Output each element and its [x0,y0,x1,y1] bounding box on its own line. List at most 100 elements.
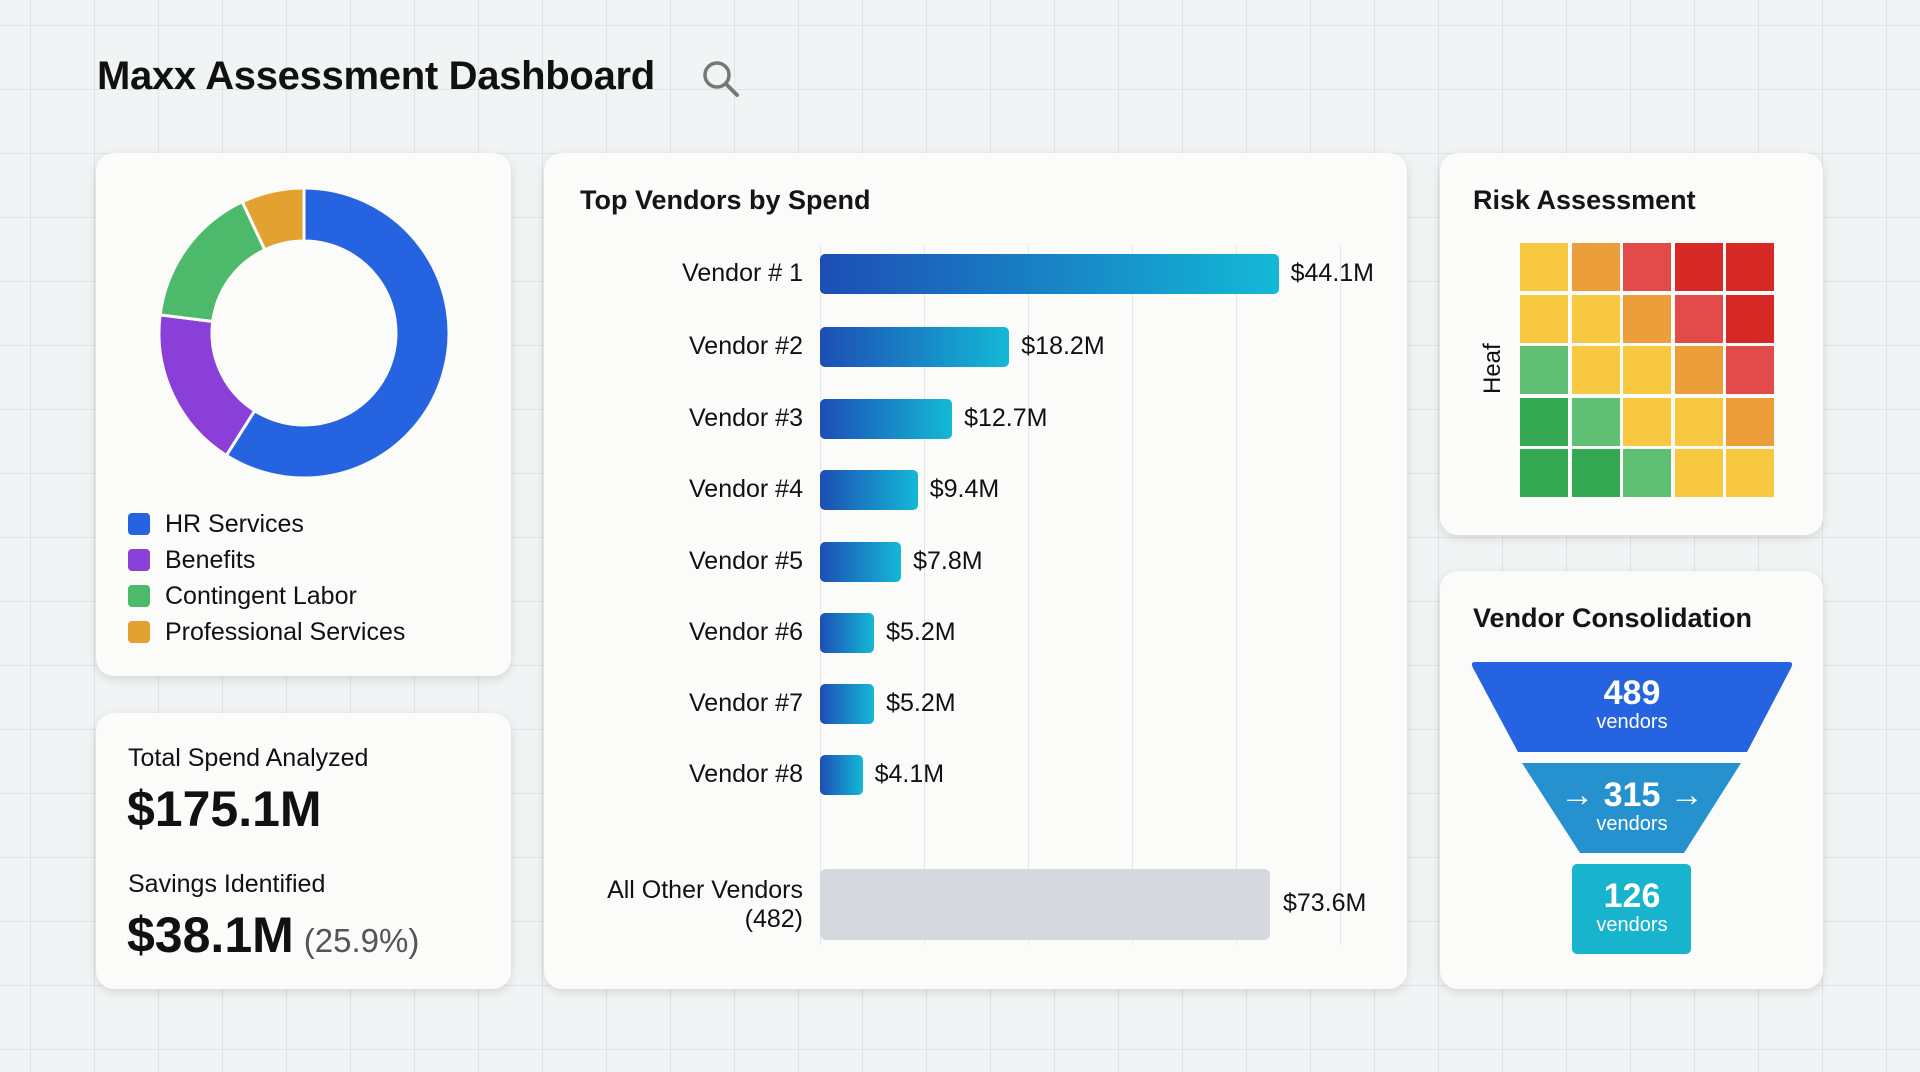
total-spend-label: Total Spend Analyzed [128,744,369,772]
donut-slice-benefits [157,313,257,458]
heatmap-cell [1726,397,1774,446]
funnel-stage-1-shape [1471,662,1793,752]
funnel-shapes [1471,662,1793,954]
donut-slice-hr-services [224,186,451,480]
legend-item: HR Services [128,510,304,538]
gridline [1028,245,1029,945]
vendor-bar [820,399,953,439]
heatmap-cell [1520,243,1568,291]
vendor-bar [820,684,875,724]
search-icon[interactable] [700,58,742,100]
heatmap-cell [1674,397,1723,446]
vendor-label: Vendor #4 [689,475,803,503]
legend-label: Contingent Labor [165,581,357,610]
funnel-stage-1: 489 vendors [1532,675,1732,733]
funnel-stage-1-value: 489 [1603,674,1661,712]
vendor-value: $18.2M [1021,332,1105,360]
funnel-stage-3-value: 126 [1603,877,1661,915]
vendor-label: Vendor #7 [689,689,803,717]
heatmap-cell [1623,397,1671,446]
other-vendors-label: All Other Vendors [607,876,803,904]
vendor-bar [820,470,918,510]
legend-swatch [128,585,150,607]
heatmap-cell [1674,449,1723,497]
other-vendors-bar [820,869,1270,940]
vendor-value: $5.2M [886,689,956,717]
heatmap-cell [1623,294,1671,343]
page-title: Maxx Assessment Dashboard [97,54,655,98]
summary-card [96,713,511,989]
vendor-bar [820,613,875,653]
heatmap-cell [1520,294,1568,343]
vendor-value: $7.8M [913,547,983,575]
heatmap-cell [1571,449,1620,497]
funnel-stage-3: 126 vendors [1532,878,1732,936]
heatmap-axis-label: Heaf [1479,343,1506,394]
funnel-stage-3-unit: vendors [1596,914,1668,936]
funnel-stage-2-shape [1522,763,1741,853]
funnel-stage-3-shape [1572,864,1691,954]
legend-swatch [128,621,150,643]
savings-percent: (25.9%) [303,922,420,959]
vendor-label: Vendor # 1 [682,259,803,287]
other-vendors-value: $73.6M [1283,889,1367,917]
legend-swatch [128,549,150,571]
vendor-label: Vendor #2 [689,332,803,360]
vendor-value: $5.2M [886,618,956,646]
donut-chart [157,186,451,480]
gridline [924,245,925,945]
legend-label: HR Services [165,509,304,538]
other-vendors-count: (482) [744,905,803,933]
heatmap-cell [1520,346,1568,394]
legend-label: Benefits [165,545,256,574]
heatmap-cell [1623,449,1671,497]
gridline [1236,245,1237,945]
legend-item: Contingent Labor [128,582,357,610]
heatmap-cell [1674,346,1723,394]
vendor-label: Vendor #8 [689,760,803,788]
top-vendors-title: Top Vendors by Spend [580,185,871,215]
legend-label: Professional Services [165,617,406,646]
heatmap-cell [1674,243,1723,291]
vendor-bar [820,542,902,582]
savings-row: $38.1M (25.9%) [127,906,419,964]
vendor-consolidation-title: Vendor Consolidation [1473,603,1753,633]
heatmap-cell [1571,397,1620,446]
heatmap-cell [1571,346,1620,394]
heatmap-cell [1726,294,1774,343]
heatmap-cell [1571,294,1620,343]
vendor-label: Vendor #5 [689,547,803,575]
legend-item: Benefits [128,546,255,574]
gridline [1132,245,1133,945]
heatmap-cell [1520,449,1568,497]
heatmap-cell [1520,397,1568,446]
heatmap-cell [1623,346,1671,394]
heatmap-cell [1726,346,1774,394]
vendor-value: $4.1M [874,760,945,788]
donut-slice-professional-services [240,186,306,252]
vendor-value: $9.4M [929,475,1000,503]
vendor-bar [820,755,863,795]
heatmap-cell [1726,243,1774,291]
vendor-label: Vendor #6 [689,618,803,646]
heatmap-cell [1623,243,1671,291]
vendor-bar [820,327,1010,367]
funnel-stage-1-unit: vendors [1596,711,1668,733]
vendor-value: $44.1M [1290,259,1375,287]
gridline [820,245,821,945]
savings-label: Savings Identified [128,870,326,898]
legend-swatch [128,513,150,535]
heatmap-cell [1726,449,1774,497]
risk-assessment-title: Risk Assessment [1473,185,1696,215]
total-spend-value: $175.1M [127,781,322,837]
savings-value: $38.1M [127,907,294,963]
gridline [1340,245,1341,945]
heatmap-cell [1674,294,1723,343]
vendor-label: Vendor #3 [689,404,803,432]
vendor-value: $12.7M [964,404,1048,432]
vendor-bar [820,254,1279,294]
legend-item: Professional Services [128,618,405,646]
funnel-stage-2-unit: vendors [1596,813,1668,835]
funnel-stage-2: → 315 → vendors [1532,777,1732,835]
heatmap-cell [1571,243,1620,291]
